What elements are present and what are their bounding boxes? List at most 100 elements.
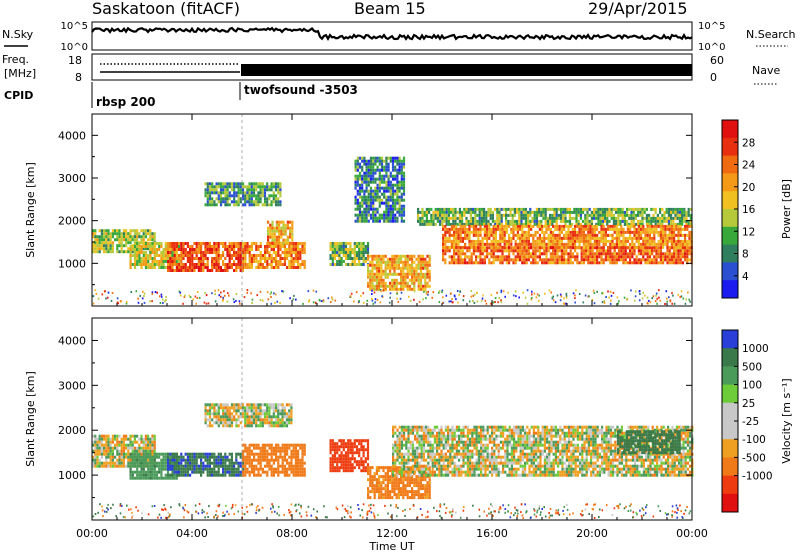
data-cell [118, 244, 120, 247]
data-cell [587, 258, 589, 261]
data-cell [207, 191, 209, 194]
data-cell [569, 208, 571, 211]
data-cell [121, 456, 123, 459]
speckle [463, 295, 465, 297]
data-cell [167, 465, 169, 468]
data-cell [101, 462, 103, 465]
data-cell [411, 267, 413, 270]
data-cell [174, 242, 176, 245]
data-cell [563, 225, 565, 228]
data-cell [379, 172, 381, 175]
data-cell [180, 269, 182, 272]
data-cell [359, 220, 361, 223]
data-cell [526, 249, 528, 252]
data-cell [452, 220, 454, 223]
data-cell [605, 228, 607, 231]
speckle [534, 293, 536, 295]
data-cell [543, 246, 545, 249]
data-cell [377, 193, 379, 196]
data-cell [407, 288, 409, 291]
data-cell [349, 245, 351, 248]
data-cell [299, 266, 301, 269]
data-cell [355, 199, 357, 202]
data-cell [336, 248, 338, 251]
data-cell [662, 255, 664, 258]
data-cell [576, 258, 578, 261]
data-cell [196, 465, 198, 468]
data-cell [567, 211, 569, 214]
data-cell [246, 185, 248, 188]
data-cell [664, 255, 666, 258]
data-cell [660, 246, 662, 249]
data-cell [103, 244, 105, 247]
data-cell [597, 208, 599, 211]
data-cell [149, 229, 151, 232]
speckle [206, 303, 208, 305]
data-cell [185, 453, 187, 456]
data-cell [625, 240, 627, 243]
data-cell [222, 254, 224, 257]
data-cell [116, 250, 118, 253]
data-cell [391, 258, 393, 261]
data-cell [657, 220, 659, 223]
data-cell [668, 217, 670, 220]
data-cell [233, 254, 235, 257]
data-cell [389, 267, 391, 270]
data-cell [368, 190, 370, 193]
data-cell [147, 477, 149, 480]
data-cell [385, 270, 387, 273]
data-cell [561, 246, 563, 249]
data-cell [99, 444, 101, 447]
speckle [518, 297, 520, 299]
data-cell [391, 273, 393, 276]
data-cell [409, 258, 411, 261]
data-cell [154, 248, 156, 251]
data-cell [422, 261, 424, 264]
data-cell [222, 251, 224, 254]
data-cell [138, 444, 140, 447]
data-cell [118, 229, 120, 232]
data-cell [655, 220, 657, 223]
data-cell [462, 252, 464, 255]
data-cell [165, 459, 167, 462]
speckle [131, 291, 133, 293]
data-cell [136, 450, 138, 453]
data-cell [224, 263, 226, 266]
data-cell [372, 175, 374, 178]
speckle [271, 303, 273, 305]
data-cell [556, 237, 558, 240]
data-cell [387, 261, 389, 264]
data-cell [666, 240, 668, 243]
data-cell [587, 261, 589, 264]
speckle [639, 290, 641, 292]
data-cell [240, 242, 242, 245]
data-cell [134, 263, 136, 266]
data-cell [593, 214, 595, 217]
data-cell [112, 229, 114, 232]
data-cell [147, 468, 149, 471]
data-cell [460, 255, 462, 258]
speckle [107, 297, 109, 299]
data-cell [237, 266, 239, 269]
data-cell [205, 203, 207, 206]
data-cell [216, 185, 218, 188]
data-cell [118, 465, 120, 468]
data-cell [468, 240, 470, 243]
data-cell [589, 234, 591, 237]
data-cell [675, 225, 677, 228]
data-cell [370, 175, 372, 178]
data-cell [368, 208, 370, 211]
data-cell [132, 254, 134, 257]
data-cell [282, 230, 284, 233]
data-cell [366, 169, 368, 172]
data-cell [268, 194, 270, 197]
data-cell [103, 250, 105, 253]
speckle [316, 291, 318, 293]
speckle [501, 291, 503, 293]
data-cell [154, 242, 156, 245]
data-cell [457, 243, 459, 246]
data-cell [435, 223, 437, 226]
data-cell [390, 205, 392, 208]
data-cell [127, 438, 129, 441]
data-cell [233, 197, 235, 200]
